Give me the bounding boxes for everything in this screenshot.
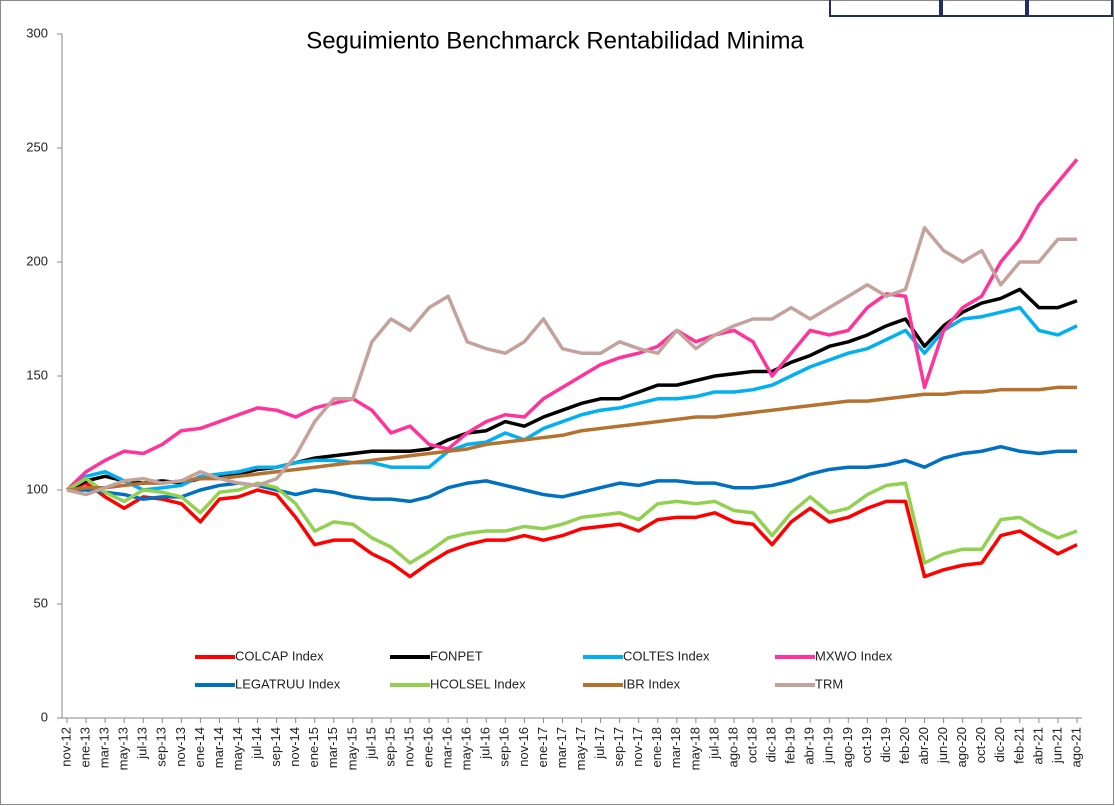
legend-label: FONPET (430, 648, 483, 663)
x-tick-label: may-17 (573, 727, 588, 770)
x-tick-label: may-15 (344, 727, 359, 770)
x-tick-label: ene-17 (535, 727, 550, 767)
legend-label: COLCAP Index (235, 648, 324, 663)
x-tick-label: oct-19 (859, 727, 874, 763)
x-tick-label: ene-14 (192, 727, 207, 767)
legend-label: LEGATRUU Index (235, 676, 341, 691)
y-tick-label: 0 (41, 709, 48, 724)
x-tick-label: jun-19 (821, 727, 836, 764)
x-tick-label: ene-18 (649, 727, 664, 767)
table-fragment (941, 0, 1027, 17)
y-tick-label: 100 (26, 481, 48, 496)
x-tick-label: nov-15 (401, 727, 416, 767)
y-tick-label: 200 (26, 253, 48, 268)
legend-label: MXWO Index (815, 648, 893, 663)
x-tick-label: nov-17 (630, 727, 645, 767)
x-tick-label: may-16 (459, 727, 474, 770)
legend-label: HCOLSEL Index (430, 676, 526, 691)
series-line (66, 226, 1077, 497)
x-tick-label: jul-16 (478, 727, 493, 760)
x-tick-label: may-13 (116, 727, 131, 770)
x-tick-label: jun-20 (935, 727, 950, 764)
x-tick-label: sep-14 (268, 727, 283, 767)
series-line (66, 287, 1078, 492)
x-tick-label: ago-21 (1068, 727, 1083, 767)
x-tick-label: dic-19 (878, 727, 893, 762)
x-tick-label: ago-20 (954, 727, 969, 767)
x-tick-label: mar-18 (668, 727, 683, 768)
series-line (66, 481, 1078, 579)
x-tick-label: mar-17 (554, 727, 569, 768)
x-tick-label: jul-13 (135, 727, 150, 760)
x-tick-label: mar-16 (440, 727, 455, 768)
x-tick-label: sep-17 (611, 727, 626, 767)
x-tick-label: mar-13 (97, 727, 112, 768)
x-tick-label: jul-15 (363, 727, 378, 760)
x-tick-label: sep-15 (382, 727, 397, 767)
x-tick-label: jul-17 (592, 727, 607, 760)
x-tick-label: jul-14 (249, 727, 264, 760)
series-line (66, 385, 1077, 492)
x-tick-label: oct-20 (973, 727, 988, 763)
y-tick-label: 150 (26, 367, 48, 382)
series-line (65, 158, 1079, 492)
x-tick-label: feb-19 (783, 727, 798, 764)
legend-label: IBR Index (623, 676, 681, 691)
x-tick-label: nov-14 (287, 727, 302, 767)
x-tick-label: may-18 (687, 727, 702, 770)
x-tick-label: sep-16 (497, 727, 512, 767)
x-tick-label: ene-13 (77, 727, 92, 767)
x-tick-label: abr-19 (802, 727, 817, 765)
x-tick-label: dic-18 (764, 727, 779, 762)
x-tick-label: ago-19 (840, 727, 855, 767)
series-line (66, 476, 1078, 565)
x-tick-label: ene-15 (306, 727, 321, 767)
table-fragment (1027, 0, 1113, 17)
x-tick-label: ene-16 (421, 727, 436, 767)
x-tick-label: nov-13 (173, 727, 188, 767)
x-tick-label: abr-21 (1030, 727, 1045, 765)
x-tick-label: feb-21 (1011, 727, 1026, 764)
x-tick-label: ago-18 (725, 727, 740, 767)
x-tick-label: sep-13 (154, 727, 169, 767)
series-line (65, 305, 1078, 492)
legend-label: TRM (815, 676, 843, 691)
x-tick-label: dic-20 (992, 727, 1007, 762)
x-tick-label: feb-20 (897, 727, 912, 764)
x-tick-label: jun-21 (1049, 727, 1064, 764)
y-tick-label: 250 (26, 139, 48, 154)
x-tick-label: oct-18 (744, 727, 759, 763)
x-tick-label: may-14 (230, 727, 245, 770)
legend-label: COLTES Index (623, 648, 710, 663)
y-tick-label: 50 (34, 595, 48, 610)
x-tick-label: mar-15 (325, 727, 340, 768)
x-tick-label: abr-20 (916, 727, 931, 765)
x-tick-label: nov-16 (516, 727, 531, 767)
x-tick-label: mar-14 (211, 727, 226, 768)
chart-title: Seguimiento Benchmarck Rentabilidad Mini… (306, 27, 804, 54)
table-fragment (829, 0, 941, 17)
y-tick-label: 300 (26, 25, 48, 40)
x-tick-label: nov-12 (58, 727, 73, 767)
x-tick-label: jul-18 (706, 727, 721, 760)
